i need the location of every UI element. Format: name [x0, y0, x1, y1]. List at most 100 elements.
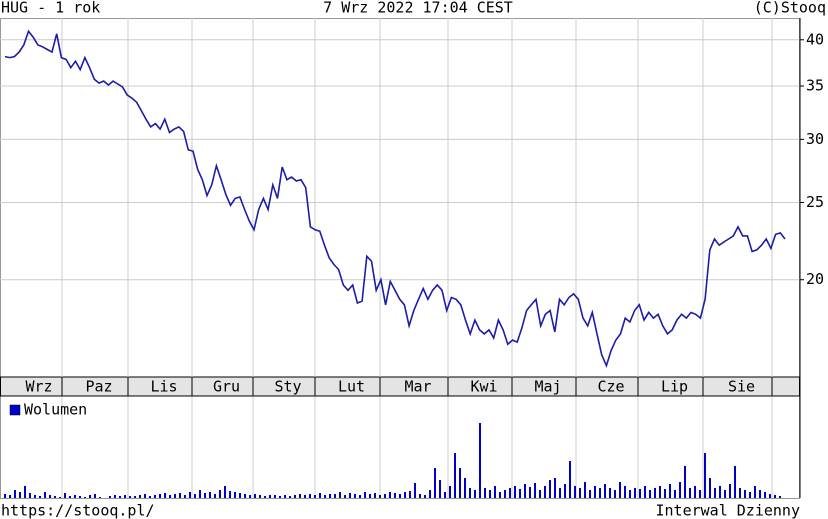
volume-bar: [254, 494, 256, 498]
volume-bar: [644, 486, 646, 498]
volume-bar: [619, 482, 621, 498]
y-tick-label: 35: [806, 77, 824, 95]
volume-bar: [354, 494, 356, 498]
volume-bar: [414, 483, 416, 498]
volume-bar: [444, 492, 446, 498]
y-tick-label: 20: [806, 270, 824, 288]
volume-bar: [219, 490, 221, 498]
volume-bar: [599, 488, 601, 498]
x-tick-label: Sty: [274, 378, 301, 396]
volume-bar: [484, 488, 486, 498]
volume-bar: [4, 494, 6, 498]
volume-bar: [569, 461, 571, 498]
volume-bar: [224, 486, 226, 498]
volume-bar: [504, 490, 506, 498]
volume-bar: [719, 486, 721, 498]
volume-bar: [639, 489, 641, 498]
volume-bar: [244, 494, 246, 498]
volume-bar: [249, 495, 251, 498]
y-tick-label: 40: [806, 30, 824, 48]
legend-swatch: [9, 404, 21, 416]
volume-bar: [319, 493, 321, 498]
chart-title: HUG - 1 rok: [1, 0, 100, 17]
volume-bar: [309, 494, 311, 498]
volume-bar: [229, 491, 231, 498]
volume-bar: [124, 495, 126, 498]
volume-bar: [159, 494, 161, 498]
y-tick-label: 30: [806, 130, 824, 148]
volume-bar: [424, 495, 426, 498]
volume-bar: [689, 488, 691, 498]
volume-bar: [769, 494, 771, 498]
volume-bar: [434, 468, 436, 498]
volume-bar: [419, 494, 421, 498]
volume-bar: [54, 496, 56, 498]
volume-bar: [734, 466, 736, 498]
volume-bar: [729, 484, 731, 498]
volume-bar: [89, 495, 91, 498]
volume-bar: [109, 496, 111, 498]
chart-subtitle: 7 Wrz 2022 17:04 CEST: [323, 0, 513, 17]
volume-bar: [189, 492, 191, 498]
volume-bar: [39, 496, 41, 498]
volume-bar: [779, 496, 781, 498]
volume-bar: [574, 486, 576, 498]
volume-bar: [284, 495, 286, 498]
volume-bar: [674, 490, 676, 498]
volume-bar: [279, 496, 281, 498]
volume-bar: [114, 495, 116, 498]
volume-bar: [754, 486, 756, 498]
x-tick-label: Sie: [728, 378, 755, 396]
volume-bar: [529, 487, 531, 498]
x-tick-label: Mar: [404, 378, 431, 396]
x-tick-label: Lut: [338, 378, 365, 396]
volume-bar: [449, 486, 451, 498]
volume-bar: [664, 489, 666, 498]
volume-bar: [464, 478, 466, 498]
volume-bar: [274, 495, 276, 498]
volume-bar: [339, 492, 341, 498]
volume-bar: [334, 494, 336, 498]
volume-bar: [499, 492, 501, 498]
volume-bar: [19, 492, 21, 498]
volume-bar: [9, 495, 11, 498]
volume-bar: [669, 484, 671, 498]
volume-bar: [394, 493, 396, 498]
volume-bar: [524, 484, 526, 498]
volume-bar: [544, 486, 546, 498]
source: (C)Stooq: [754, 0, 826, 17]
volume-bar: [584, 482, 586, 498]
volume-bar: [764, 492, 766, 498]
volume-bar: [604, 484, 606, 498]
volume-bar: [614, 490, 616, 498]
volume-bar: [234, 492, 236, 498]
volume-bar: [474, 490, 476, 498]
volume-bar: [94, 494, 96, 498]
volume-bar: [259, 495, 261, 498]
volume-bar: [154, 495, 156, 498]
volume-bar: [324, 495, 326, 498]
volume-bar: [239, 493, 241, 498]
volume-bar: [559, 488, 561, 498]
volume-bar: [759, 490, 761, 498]
volume-bar: [174, 494, 176, 498]
volume-bar: [564, 484, 566, 498]
volume-bar: [204, 493, 206, 498]
volume-bar: [44, 492, 46, 498]
volume-bar: [99, 497, 101, 498]
volume-bar: [384, 494, 386, 498]
volume-bar: [264, 496, 266, 498]
volume-bar: [429, 490, 431, 498]
volume-bar: [29, 493, 31, 498]
volume-bar: [49, 495, 51, 498]
volume-bar: [539, 490, 541, 498]
volume-bar: [294, 495, 296, 498]
volume-bar: [134, 496, 136, 498]
volume-bar: [454, 453, 456, 498]
volume-bar: [194, 494, 196, 498]
volume-bar: [184, 495, 186, 498]
volume-bar: [129, 496, 131, 498]
volume-bar: [149, 496, 151, 498]
plot-area: [0, 18, 800, 499]
